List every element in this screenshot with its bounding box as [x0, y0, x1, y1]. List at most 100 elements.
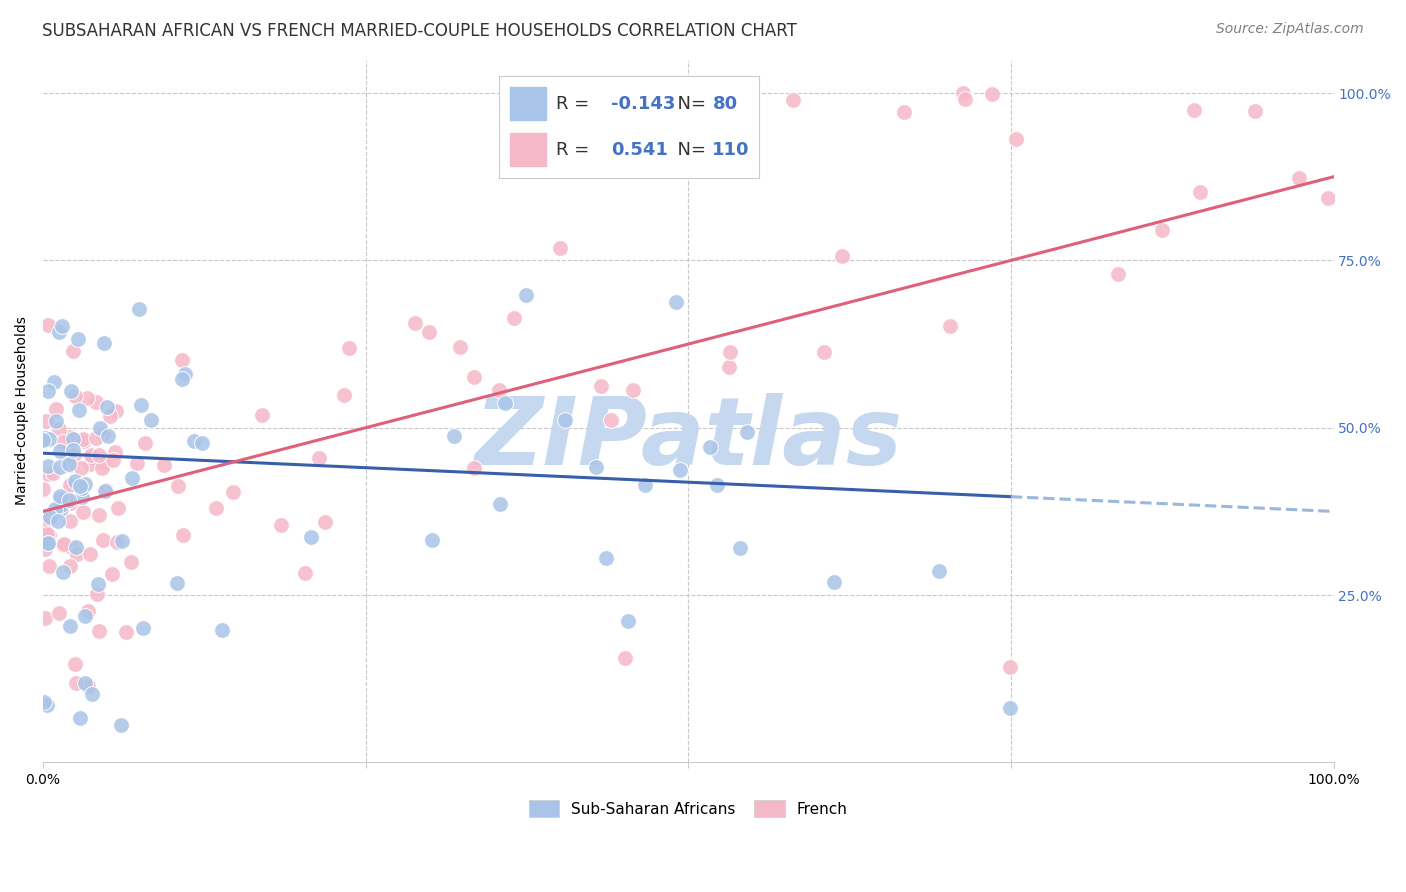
Point: [52, 434, 75, 449]
Point: [782, 93, 804, 107]
Point: [952, 86, 974, 100]
Point: [107, 500, 129, 515]
Point: [172, 528, 194, 542]
Point: [211, 623, 233, 637]
Point: [105, 535, 128, 549]
Point: [87, 624, 110, 638]
Point: [48, 491, 70, 506]
Point: [250, 409, 273, 423]
Point: [134, 436, 156, 450]
Point: [59, 496, 82, 510]
Point: [70, 481, 93, 495]
Point: [97, 428, 120, 442]
Point: [42, 466, 65, 480]
Point: [613, 651, 636, 665]
Point: [80, 448, 103, 462]
Point: [955, 92, 977, 106]
Point: [34, 611, 56, 625]
Point: [1107, 268, 1129, 282]
Point: [86, 577, 108, 591]
Point: [52, 537, 75, 551]
Point: [87, 448, 110, 462]
Point: [1000, 660, 1022, 674]
Point: [170, 372, 193, 386]
Point: [94, 484, 117, 499]
Point: [337, 341, 360, 355]
Point: [121, 470, 143, 484]
Text: N=: N=: [665, 141, 711, 159]
Point: [45, 401, 67, 416]
Point: [38, 558, 60, 573]
Point: [80, 687, 103, 701]
Point: [103, 445, 125, 459]
Point: [58, 457, 80, 471]
Point: [37, 536, 59, 550]
Point: [65, 389, 87, 403]
Point: [404, 316, 426, 330]
Point: [489, 497, 512, 511]
Point: [463, 460, 485, 475]
Point: [93, 335, 115, 350]
Point: [49, 460, 72, 475]
Point: [728, 541, 751, 555]
Point: [72, 505, 94, 519]
Point: [115, 624, 138, 639]
Point: [37, 458, 59, 473]
Point: [66, 333, 89, 347]
Point: [60, 384, 83, 399]
Point: [294, 566, 316, 581]
Point: [49, 489, 72, 503]
Point: [1244, 104, 1267, 119]
Point: [32, 433, 55, 447]
Point: [49, 444, 72, 458]
Point: [813, 345, 835, 359]
Point: [1182, 103, 1205, 117]
Text: Source: ZipAtlas.com: Source: ZipAtlas.com: [1216, 22, 1364, 37]
Point: [91, 427, 114, 442]
Point: [65, 474, 87, 488]
Point: [59, 558, 82, 573]
Point: [67, 402, 90, 417]
Point: [463, 369, 485, 384]
Point: [84, 394, 107, 409]
Point: [153, 458, 176, 473]
Point: [139, 413, 162, 427]
Point: [59, 478, 82, 492]
Point: [34, 541, 56, 556]
Point: [103, 453, 125, 467]
Point: [79, 457, 101, 471]
Point: [110, 718, 132, 732]
Point: [104, 403, 127, 417]
Point: [420, 533, 443, 547]
Point: [664, 295, 686, 310]
Text: 80: 80: [713, 95, 738, 112]
Point: [70, 491, 93, 505]
Point: [73, 434, 96, 448]
Point: [89, 508, 111, 522]
Point: [37, 467, 59, 482]
Point: [75, 675, 97, 690]
Point: [49, 498, 72, 512]
Point: [35, 518, 58, 533]
Point: [308, 450, 330, 465]
Point: [599, 412, 621, 426]
Point: [52, 498, 75, 512]
Text: ZIPatlas: ZIPatlas: [474, 393, 903, 485]
Point: [548, 241, 571, 255]
Point: [62, 343, 84, 358]
Point: [59, 458, 82, 472]
Point: [174, 367, 197, 381]
Point: [42, 376, 65, 390]
Text: -0.143: -0.143: [612, 95, 675, 112]
Point: [554, 413, 576, 427]
Point: [980, 87, 1002, 101]
Point: [84, 431, 107, 445]
Point: [48, 606, 70, 620]
Point: [128, 301, 150, 316]
Point: [59, 514, 82, 528]
Point: [718, 359, 741, 374]
Text: R =: R =: [557, 141, 602, 159]
Point: [73, 477, 96, 491]
Point: [502, 311, 524, 326]
Point: [69, 479, 91, 493]
